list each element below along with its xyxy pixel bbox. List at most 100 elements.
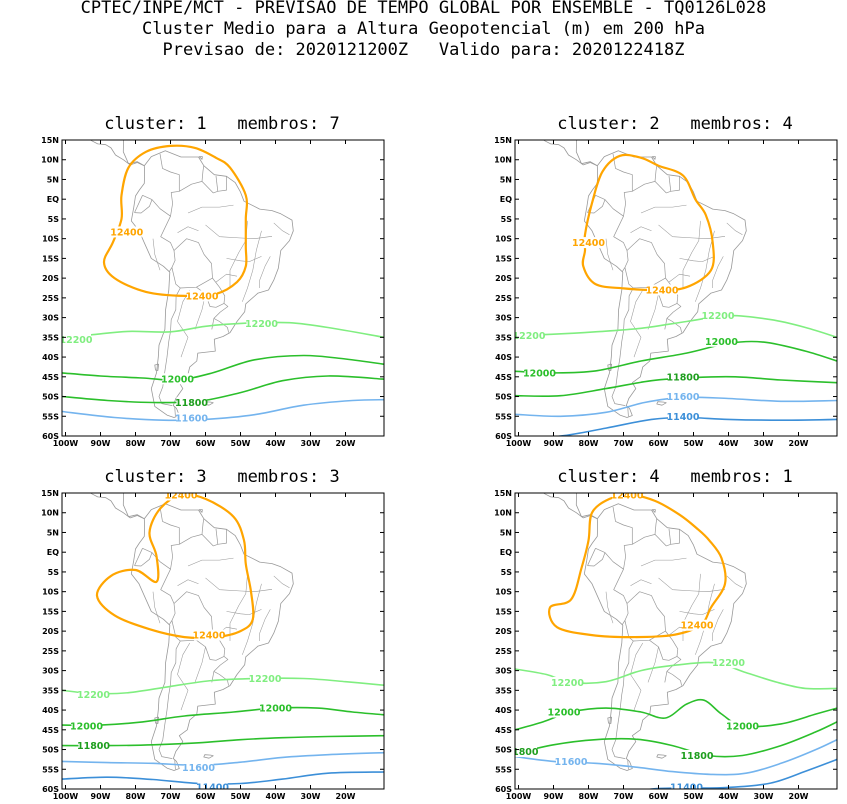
state-border-0 — [205, 224, 273, 239]
country-border-1 — [632, 165, 658, 192]
country-border-5 — [134, 552, 153, 567]
island-6 — [154, 363, 159, 371]
contour-12200 — [62, 321, 384, 339]
country-border-2 — [201, 176, 227, 194]
lat-label: EQ — [47, 195, 59, 204]
contour-12200 — [515, 314, 837, 339]
lat-label: 60S — [495, 785, 512, 794]
state-border-3 — [695, 230, 715, 302]
coastline-central-america — [542, 140, 598, 167]
lat-label: 55S — [495, 412, 512, 421]
contour-12000-2 — [62, 375, 384, 404]
contour-12200 — [62, 677, 384, 695]
country-border-6 — [613, 216, 629, 272]
lat-label: 15S — [495, 254, 512, 263]
country-border-8 — [196, 630, 226, 661]
contour-label-bg — [246, 318, 277, 330]
header-line-3: Previsao de: 2020121200Z Valido para: 20… — [162, 40, 685, 60]
state-border-0 — [205, 577, 273, 592]
country-border-4 — [134, 195, 143, 213]
country-border-1 — [179, 518, 205, 545]
lat-label: 40S — [495, 353, 512, 362]
country-border-0 — [595, 506, 633, 570]
island-4 — [198, 509, 203, 513]
state-border-5 — [187, 557, 234, 567]
lon-label: 70W — [614, 792, 634, 801]
country-border-6 — [613, 569, 629, 625]
lat-label: 20S — [495, 274, 512, 283]
contour-label-12000: 12000 — [726, 721, 759, 732]
lon-label: 20W — [336, 439, 356, 448]
contour-label-bg — [260, 702, 291, 714]
lon-label: 30W — [754, 439, 774, 448]
lon-label: 80W — [126, 439, 146, 448]
lat-label: 55S — [42, 412, 59, 421]
contour-label-bg — [668, 391, 698, 403]
map-content: 12400 12400 12200 12200 12000 12000 11800 11600… — [62, 490, 384, 789]
island-5 — [656, 754, 667, 759]
lat-label: 5N — [500, 528, 512, 537]
lat-label: 60S — [42, 432, 59, 441]
contour-label-bg — [187, 290, 217, 302]
lon-label: 90W — [544, 792, 564, 801]
contour-label-bg — [682, 619, 712, 631]
country-border-0 — [595, 153, 633, 217]
contour-label-11800: 11800 — [505, 747, 538, 758]
country-border-3 — [668, 175, 672, 192]
country-border-8 — [649, 630, 679, 661]
lon-label: 60W — [649, 792, 669, 801]
lat-label: EQ — [500, 548, 512, 557]
lat-label: 30S — [495, 667, 512, 676]
country-border-5 — [587, 199, 606, 214]
island-6 — [154, 716, 159, 724]
lat-label: 20S — [42, 627, 59, 636]
lat-label: 25S — [42, 647, 59, 656]
coastline-south-america — [130, 503, 294, 771]
contour-label-12400: 12400 — [164, 490, 197, 501]
contour-label-12400: 12400 — [185, 291, 218, 302]
lon-label: 50W — [231, 792, 251, 801]
contour-label-12400: 12400 — [610, 490, 643, 501]
contour-label-bg — [549, 706, 579, 718]
lat-label: 15N — [494, 489, 512, 498]
state-border-2 — [229, 573, 248, 641]
contour-label-bg — [111, 226, 142, 238]
contour-label-12200: 12200 — [712, 658, 745, 669]
contour-label-12200: 12200 — [248, 674, 281, 685]
map-panel-4: 12400 12400 12200 12200 12000 12000 11800 11800… — [494, 489, 838, 801]
panel-title-3: cluster: 3 membros: 3 — [104, 467, 340, 487]
contour-label-11800: 11800 — [77, 741, 110, 752]
state-border-3 — [242, 583, 262, 655]
lon-label: 100W — [53, 792, 79, 801]
lat-label: 20S — [495, 627, 512, 636]
lat-label: 55S — [42, 765, 59, 774]
contour-label-11600: 11600 — [554, 757, 587, 768]
contour-label-bg — [166, 493, 196, 501]
contour-label-11800: 11800 — [175, 398, 208, 409]
lon-label: 70W — [614, 439, 634, 448]
country-border-1 — [632, 518, 658, 545]
map-frame — [61, 139, 385, 437]
state-border-11 — [605, 238, 614, 271]
contour-label-bg — [62, 333, 91, 345]
lat-label: 25S — [42, 294, 59, 303]
lat-label: 15N — [41, 489, 59, 498]
contour-12400 — [102, 144, 249, 298]
lon-label: 40W — [266, 439, 286, 448]
contour-label-11400: 11400 — [670, 783, 703, 794]
lat-label: 50S — [495, 393, 512, 402]
contour-12400 — [581, 153, 715, 292]
state-border-1 — [226, 256, 262, 262]
state-border-8 — [726, 222, 743, 235]
lon-label: 90W — [544, 439, 564, 448]
lat-label: 45S — [495, 726, 512, 735]
contour-label-bg — [250, 672, 280, 684]
country-border-11 — [211, 318, 215, 330]
lat-label: 5S — [48, 568, 60, 577]
contour-label-bg — [612, 493, 642, 501]
contour-label-12200: 12200 — [77, 690, 110, 701]
contour-label-bg — [176, 412, 207, 424]
contour-label-bg — [515, 329, 544, 341]
state-border-10 — [647, 646, 659, 683]
contour-label-12000: 12000 — [705, 337, 738, 348]
